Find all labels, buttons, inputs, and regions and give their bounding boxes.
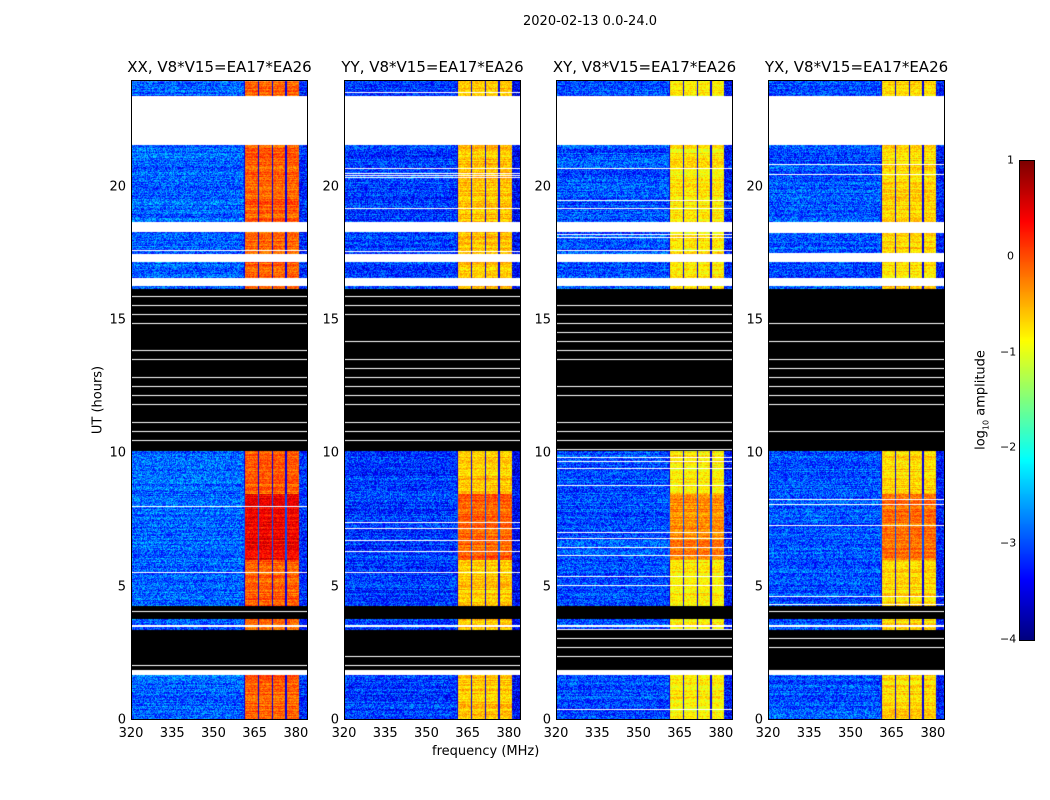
colorbar-label: log10 amplitude bbox=[973, 350, 991, 450]
colorbar-tick-label: 1 bbox=[1007, 153, 1014, 167]
y-tick-label: 20 bbox=[534, 179, 551, 195]
y-tick-label: 10 bbox=[109, 445, 126, 461]
heatmap-image bbox=[131, 80, 308, 720]
x-tick-label: 335 bbox=[796, 726, 822, 741]
x-tick-label: 320 bbox=[331, 726, 357, 741]
y-tick-label: 5 bbox=[754, 579, 763, 595]
x-tick-label: 380 bbox=[496, 726, 522, 741]
y-tick-label: 10 bbox=[746, 445, 763, 461]
colorbar-tick-label: −2 bbox=[1000, 440, 1017, 454]
x-tick-label: 350 bbox=[626, 726, 651, 741]
spectrogram-panel: XY, V8*V15=EA17*EA26 0 5 10 15 20 320 335 350 365… bbox=[534, 58, 736, 741]
y-tick-label: 0 bbox=[542, 712, 551, 728]
x-tick-label: 380 bbox=[283, 726, 309, 741]
y-tick-label: 15 bbox=[534, 312, 551, 328]
spectrogram-panel: YX, V8*V15=EA17*EA26 0 5 10 15 20 320 335 350 365… bbox=[746, 58, 948, 741]
panel-title: YY, V8*V15=EA17*EA26 bbox=[341, 58, 524, 76]
y-tick-label: 10 bbox=[534, 445, 551, 461]
x-tick-label: 320 bbox=[118, 726, 144, 741]
x-tick-label: 380 bbox=[920, 726, 946, 741]
y-tick-label: 15 bbox=[109, 312, 126, 328]
y-tick-label: 5 bbox=[542, 579, 551, 595]
x-tick-label: 350 bbox=[838, 726, 863, 741]
colorbar-tick-label: −1 bbox=[1000, 345, 1017, 359]
y-axis-label: UT (hours) bbox=[90, 365, 106, 435]
x-tick-label: 335 bbox=[159, 726, 185, 741]
x-tick-label: 350 bbox=[201, 726, 226, 741]
x-axis-label: frequency (MHz) bbox=[432, 744, 540, 759]
x-tick-label: 320 bbox=[755, 726, 781, 741]
spectrogram-panel: XX, V8*V15=EA17*EA26 0 5 10 15 20 320 335 350 365… bbox=[109, 58, 311, 741]
heatmap-image bbox=[344, 80, 521, 720]
x-tick-label: 365 bbox=[455, 726, 481, 741]
y-tick-label: 15 bbox=[746, 312, 763, 328]
y-tick-label: 10 bbox=[322, 445, 339, 461]
x-tick-label: 365 bbox=[879, 726, 905, 741]
figure-title: 2020-02-13 0.0-24.0 bbox=[523, 14, 657, 29]
x-tick-label: 335 bbox=[584, 726, 610, 741]
colorbar-tick-label: −4 bbox=[1000, 632, 1017, 646]
colorbar-tick-label: 0 bbox=[1007, 249, 1014, 263]
panel-title: XY, V8*V15=EA17*EA26 bbox=[552, 58, 737, 76]
x-tick-label: 335 bbox=[372, 726, 398, 741]
colorbar bbox=[1019, 160, 1035, 641]
heatmap-image bbox=[768, 80, 945, 720]
y-tick-label: 5 bbox=[330, 579, 339, 595]
y-tick-label: 20 bbox=[322, 179, 339, 195]
panel-title: XX, V8*V15=EA17*EA26 bbox=[127, 58, 312, 76]
x-tick-label: 320 bbox=[543, 726, 569, 741]
spectrogram-panel: YY, V8*V15=EA17*EA26 0 5 10 15 20 320 335 350 365… bbox=[322, 58, 523, 741]
x-tick-label: 380 bbox=[708, 726, 734, 741]
panel-title: YX, V8*V15=EA17*EA26 bbox=[764, 58, 949, 76]
y-tick-label: 5 bbox=[117, 579, 126, 595]
y-tick-label: 0 bbox=[330, 712, 339, 728]
x-tick-label: 365 bbox=[667, 726, 693, 741]
heatmap-image bbox=[556, 80, 733, 720]
x-tick-label: 365 bbox=[242, 726, 268, 741]
y-tick-label: 20 bbox=[109, 179, 126, 195]
x-tick-label: 350 bbox=[414, 726, 439, 741]
y-tick-label: 0 bbox=[117, 712, 126, 728]
y-tick-label: 15 bbox=[322, 312, 339, 328]
colorbar-tick-label: −3 bbox=[1000, 536, 1017, 550]
y-tick-label: 20 bbox=[746, 179, 763, 195]
y-tick-label: 0 bbox=[754, 712, 763, 728]
